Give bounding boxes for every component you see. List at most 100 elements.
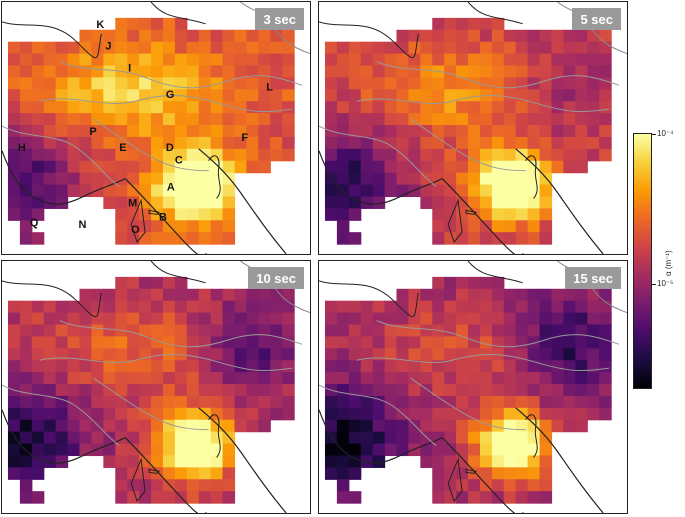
grid-cell: [115, 467, 128, 480]
grid-cell: [234, 384, 248, 397]
grid-cell: [246, 53, 259, 67]
grid-cell: [91, 29, 104, 43]
map-3sec: K J I G L P E D F H C A M B Q N O: [2, 2, 310, 254]
grid-cell: [174, 372, 188, 385]
grid-cell: [587, 125, 600, 138]
grid-cell: [503, 232, 517, 245]
grid-cell: [515, 312, 529, 326]
grid-cell: [43, 395, 57, 409]
grid-cell: [491, 148, 505, 162]
boundary-line: [525, 155, 538, 199]
grid-cell: [336, 89, 350, 102]
grid-cell: [222, 300, 236, 314]
grid-cell: [91, 324, 104, 337]
grid-cell: [174, 196, 188, 209]
grid-cell: [587, 136, 600, 150]
grid-cell: [7, 455, 21, 468]
grid-cell: [43, 455, 57, 468]
grid-cell: [210, 300, 224, 314]
grid-cell: [527, 312, 541, 326]
grid-cell: [479, 372, 493, 385]
grid-cell: [599, 125, 612, 138]
grid-cell: [31, 443, 45, 457]
grid-cell: [210, 479, 224, 492]
grid-cell: [384, 125, 398, 138]
grid-cell: [127, 41, 140, 55]
grid-cell: [527, 148, 541, 162]
grid-cell: [599, 407, 612, 421]
grid-cell: [539, 41, 553, 55]
period-badge-5sec: 5 sec: [572, 8, 621, 30]
grid-cell: [139, 324, 152, 337]
grid-cell: [599, 148, 612, 162]
boundary-line: [319, 384, 437, 446]
grid-cell: [515, 41, 529, 55]
grid-cell: [139, 113, 152, 126]
grid-cell: [151, 324, 164, 337]
grid-cell: [127, 276, 140, 290]
grid-cell: [360, 395, 374, 409]
grid-cell: [539, 324, 553, 337]
boundary-line: [465, 468, 477, 474]
grid-cell: [139, 491, 152, 504]
grid-cell: [336, 196, 350, 209]
grid-cell: [31, 125, 45, 138]
grid-cell: [444, 419, 457, 433]
grid-cell: [527, 419, 541, 433]
grid-cell: [67, 184, 81, 198]
grid-cell: [210, 172, 224, 186]
grid-cell: [468, 53, 481, 67]
grid-cell: [115, 184, 128, 198]
grid-cell: [258, 372, 271, 385]
grid-cell: [31, 455, 45, 468]
grid-cell: [324, 407, 338, 421]
grid-cell: [162, 467, 176, 480]
grid-cell: [384, 136, 398, 150]
grid-cell: [348, 148, 362, 162]
grid-cell: [198, 360, 212, 373]
grid-cell: [115, 312, 128, 326]
grid-cell: [420, 312, 433, 326]
grid-cell: [432, 196, 445, 209]
grid-cell: [139, 395, 152, 409]
grid-cell: [599, 41, 612, 55]
grid-cell: [43, 41, 57, 55]
grid-cell: [186, 65, 200, 78]
grid-cell: [432, 348, 445, 361]
boundary-line: [2, 150, 126, 205]
grid-cell: [19, 89, 33, 102]
grid-cell: [91, 431, 104, 445]
grid-cell: [575, 300, 588, 314]
grid-cell: [348, 101, 362, 114]
grid-cell: [444, 372, 457, 385]
grid-cell: [234, 360, 248, 373]
grid-cell: [479, 455, 493, 468]
grid-cell: [115, 148, 128, 162]
grid-cell: [282, 136, 295, 150]
grid-cell: [336, 53, 350, 67]
grid-cell: [127, 101, 140, 114]
grid-cell: [7, 136, 21, 150]
grid-cell: [127, 196, 140, 209]
grid-cell: [162, 312, 176, 326]
grid-cell: [360, 148, 374, 162]
grid-cell: [456, 479, 469, 492]
grid-cell: [372, 160, 386, 174]
grid-cell: [551, 101, 565, 114]
grid-cell: [420, 53, 433, 67]
grid-cell: [599, 360, 612, 373]
grid-cell: [348, 65, 362, 78]
grid-cell: [246, 41, 259, 55]
grid-cell: [384, 384, 398, 397]
grid-cell: [115, 300, 128, 314]
grid-cell: [186, 53, 200, 67]
grid-cell: [210, 41, 224, 55]
grid-cell: [174, 324, 188, 337]
grid-cell: [19, 220, 33, 233]
grid-cell: [539, 455, 553, 468]
region-label-p: P: [89, 126, 96, 138]
grid-cell: [103, 89, 116, 102]
grid-cell: [55, 65, 69, 78]
grid-cell: [31, 160, 45, 174]
grid-cell: [348, 384, 362, 397]
